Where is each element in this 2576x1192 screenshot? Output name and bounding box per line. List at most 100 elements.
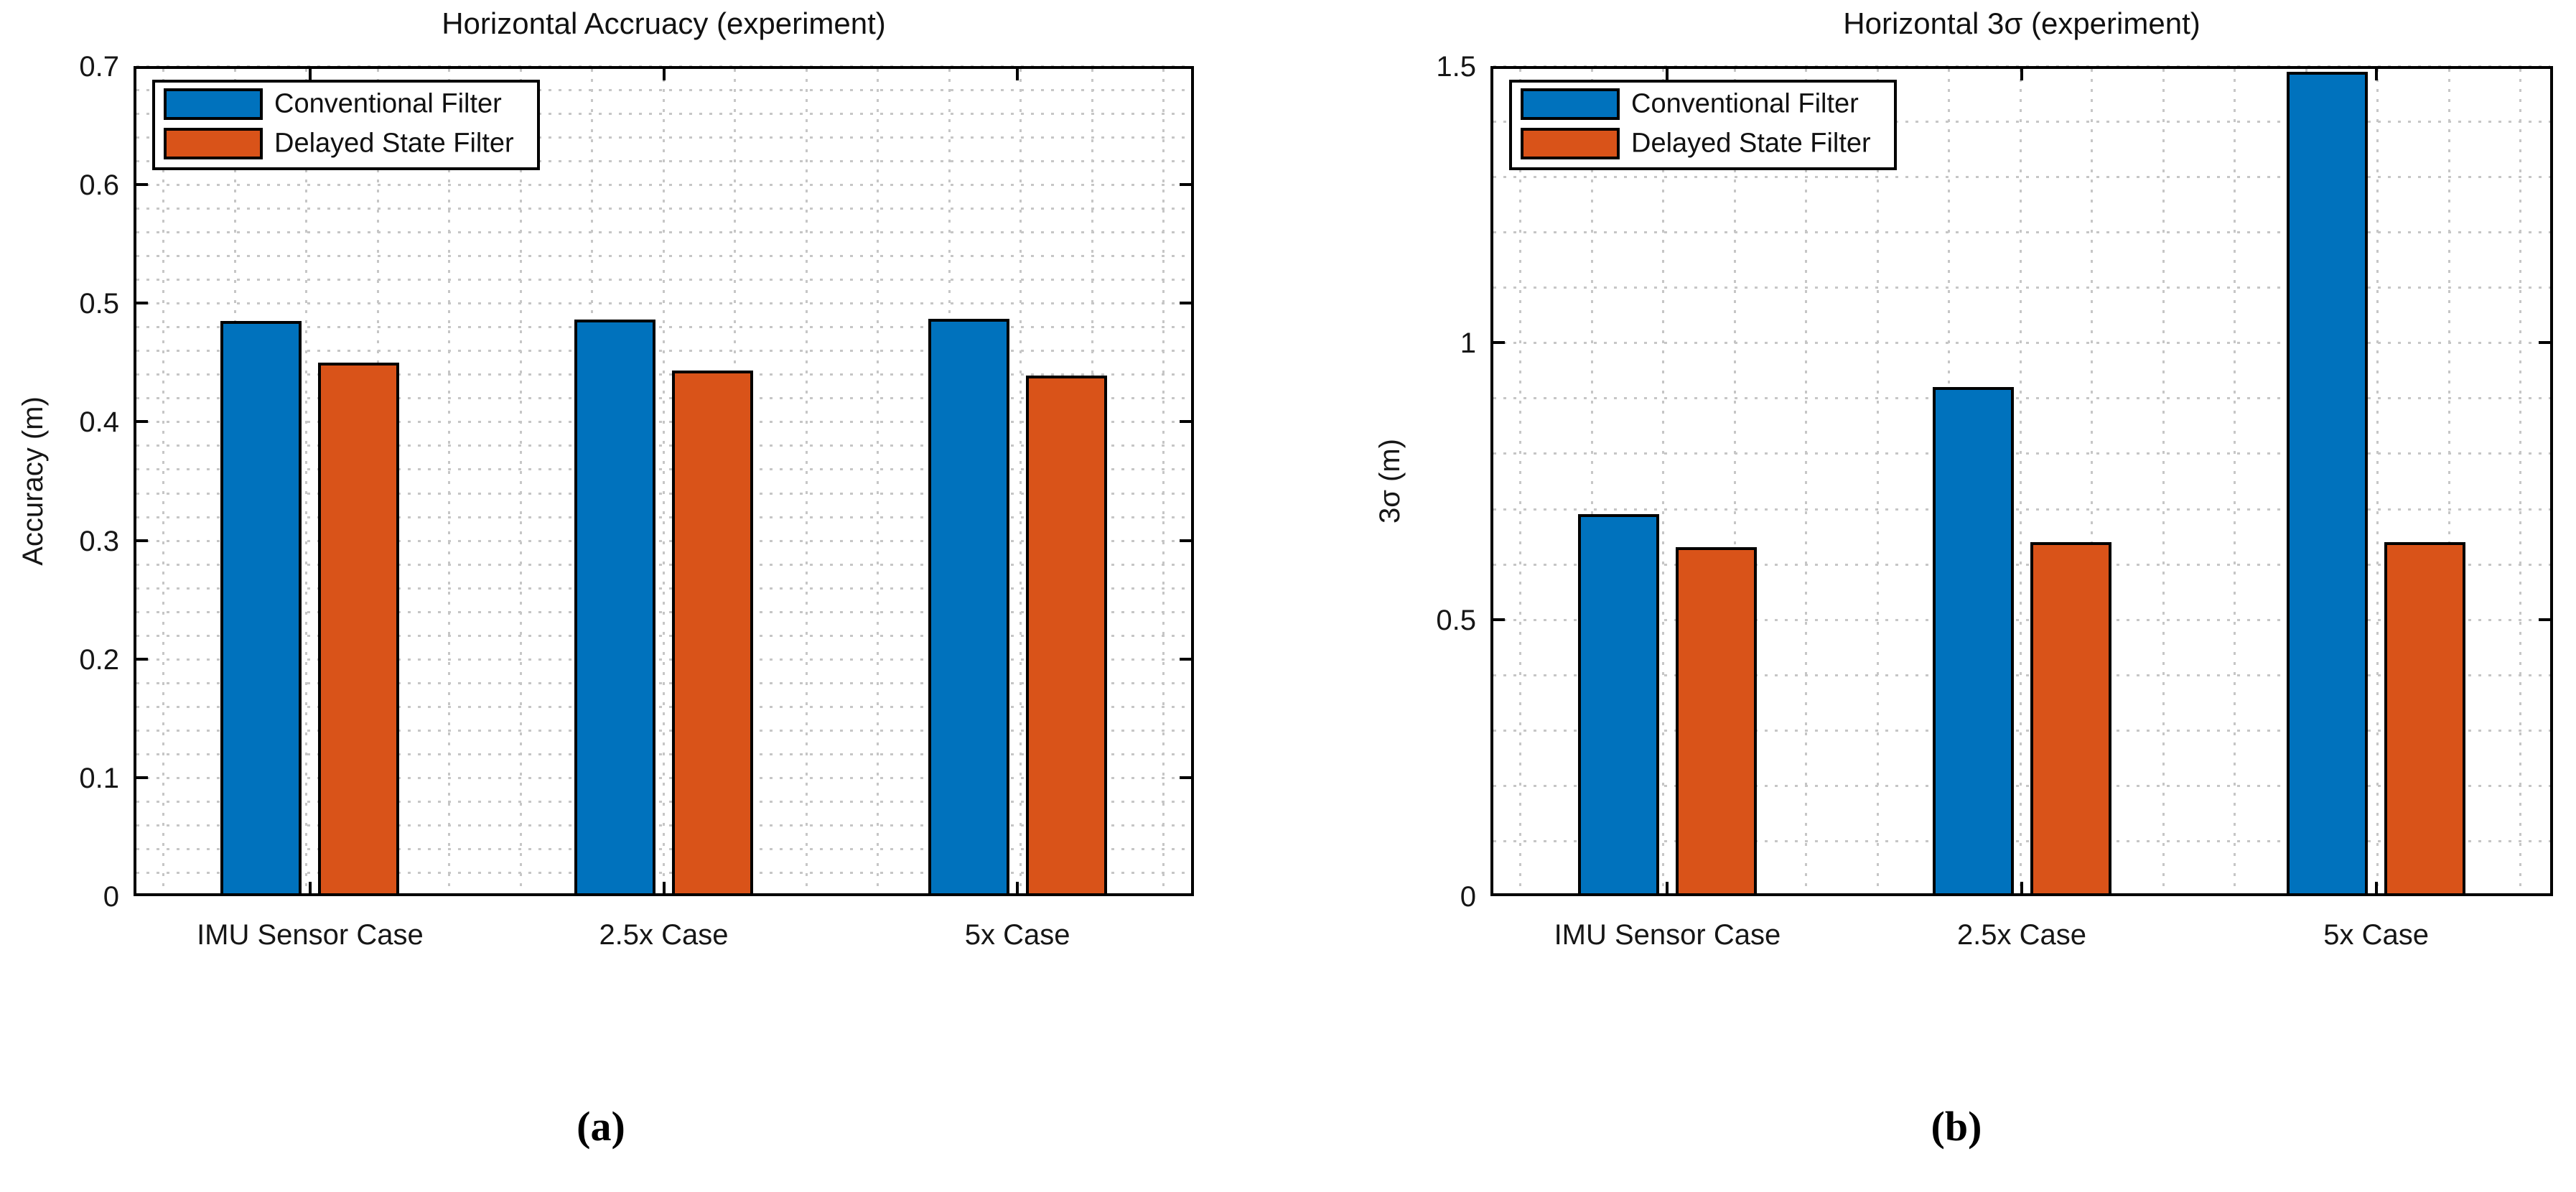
y-tick-mark	[1180, 657, 1191, 661]
grid-line-v	[305, 69, 307, 893]
y-tick-mark	[1180, 183, 1191, 187]
x-tick-mark	[662, 882, 666, 893]
y-tick-label: 0	[103, 881, 119, 913]
x-tick-mark	[2020, 69, 2023, 80]
y-tick-label: 1	[1460, 327, 1476, 360]
y-axis-label: 3σ (m)	[1374, 438, 1406, 524]
x-tick-mark	[308, 882, 312, 893]
x-category-label: 2.5x Case	[599, 919, 729, 951]
legend-swatch-conventional	[1521, 88, 1620, 120]
bar-delayed	[672, 371, 753, 896]
bar-conventional	[574, 320, 655, 896]
x-tick-mark	[1016, 882, 1019, 893]
grid-line-v	[805, 69, 808, 893]
chart-title: Horizontal 3σ (experiment)	[1843, 6, 2201, 40]
grid-line-h	[1493, 452, 2550, 455]
grid-line-h	[1493, 563, 2550, 566]
grid-line-v	[2447, 69, 2450, 893]
legend-item-delayed: Delayed State Filter	[1512, 128, 1894, 159]
y-tick-label: 0.4	[79, 406, 119, 439]
legend-label: Delayed State Filter	[274, 128, 514, 159]
legend: Conventional Filter Delayed State Filter	[152, 80, 540, 170]
legend-item-delayed: Delayed State Filter	[155, 128, 537, 159]
y-tick-label: 0.1	[79, 762, 119, 794]
grid-line-h	[1493, 397, 2550, 400]
grid-line-v	[877, 69, 879, 893]
legend: Conventional Filter Delayed State Filter	[1509, 80, 1897, 170]
grid-line-v	[1590, 69, 1593, 893]
grid-line-h	[1493, 121, 2550, 124]
x-category-label: 5x Case	[964, 919, 1070, 951]
y-tick-label: 0.2	[79, 643, 119, 676]
legend-swatch-conventional	[164, 88, 263, 120]
bar-delayed	[318, 362, 400, 896]
y-tick-mark	[136, 183, 148, 187]
grid-line-h	[136, 65, 1191, 67]
y-tick-mark	[136, 657, 148, 661]
legend-swatch-delayed	[1521, 128, 1620, 159]
y-tick-label: 0.6	[79, 169, 119, 202]
y-tick-mark	[1180, 302, 1191, 305]
bar-delayed	[2030, 541, 2111, 896]
bar-conventional	[1577, 514, 1659, 896]
legend-swatch-delayed	[164, 128, 263, 159]
grid-line-h	[1493, 508, 2550, 511]
y-tick-mark	[1180, 420, 1191, 424]
y-tick-mark	[1180, 539, 1191, 542]
x-tick-mark	[1666, 882, 1669, 893]
x-tick-mark	[308, 69, 312, 80]
grid-line-h	[1493, 287, 2550, 289]
y-tick-label: 1.5	[1436, 51, 1476, 83]
x-category-label: IMU Sensor Case	[1554, 919, 1781, 951]
y-axis-label: Accuracy (m)	[17, 396, 49, 566]
grid-line-v	[2519, 69, 2521, 893]
grid-line-h	[1493, 784, 2550, 787]
y-tick-label: 0.3	[79, 525, 119, 557]
chart-title: Horizontal Accruacy (experiment)	[442, 6, 886, 40]
y-tick-mark	[2539, 618, 2550, 621]
y-tick-mark	[1493, 618, 1505, 621]
grid-line-h	[1493, 231, 2550, 234]
grid-line-v	[1876, 69, 1879, 893]
y-tick-mark	[136, 420, 148, 424]
grid-line-h	[1493, 618, 2550, 621]
grid-line-v	[2234, 69, 2236, 893]
legend-label: Conventional Filter	[1631, 88, 1859, 119]
grid-line-v	[1519, 69, 1521, 893]
legend-label: Conventional Filter	[274, 88, 502, 119]
x-tick-mark	[1666, 69, 1669, 80]
y-tick-mark	[1180, 776, 1191, 779]
x-category-label: 5x Case	[2323, 919, 2429, 951]
x-category-label: 2.5x Case	[1956, 919, 2087, 951]
y-tick-mark	[136, 539, 148, 542]
grid-line-v	[1805, 69, 1807, 893]
grid-line-v	[1019, 69, 1022, 893]
grid-line-v	[162, 69, 164, 893]
grid-line-v	[1733, 69, 1736, 893]
grid-line-h	[1493, 674, 2550, 676]
legend-label: Delayed State Filter	[1631, 128, 1871, 159]
grid-line-v	[519, 69, 522, 893]
grid-line-v	[2091, 69, 2093, 893]
bar-conventional	[928, 318, 1009, 896]
legend-item-conventional: Conventional Filter	[1512, 88, 1894, 120]
y-tick-label: 0.7	[79, 51, 119, 83]
grid-line-v	[2162, 69, 2165, 893]
grid-line-h	[1493, 342, 2550, 345]
caption-a: (a)	[577, 1103, 625, 1150]
grid-line-h	[1493, 839, 2550, 842]
grid-line-h	[1493, 65, 2550, 67]
grid-line-v	[1662, 69, 1664, 893]
x-tick-mark	[2374, 69, 2378, 80]
grid-line-v	[448, 69, 450, 893]
grid-line-h	[1493, 729, 2550, 732]
y-tick-label: 0.5	[79, 288, 119, 320]
y-tick-mark	[2539, 341, 2550, 345]
bar-delayed	[1675, 547, 1757, 896]
x-tick-mark	[662, 69, 666, 80]
caption-b: (b)	[1931, 1103, 1982, 1150]
grid-line-v	[662, 69, 665, 893]
x-tick-mark	[2374, 882, 2378, 893]
legend-item-conventional: Conventional Filter	[155, 88, 537, 120]
